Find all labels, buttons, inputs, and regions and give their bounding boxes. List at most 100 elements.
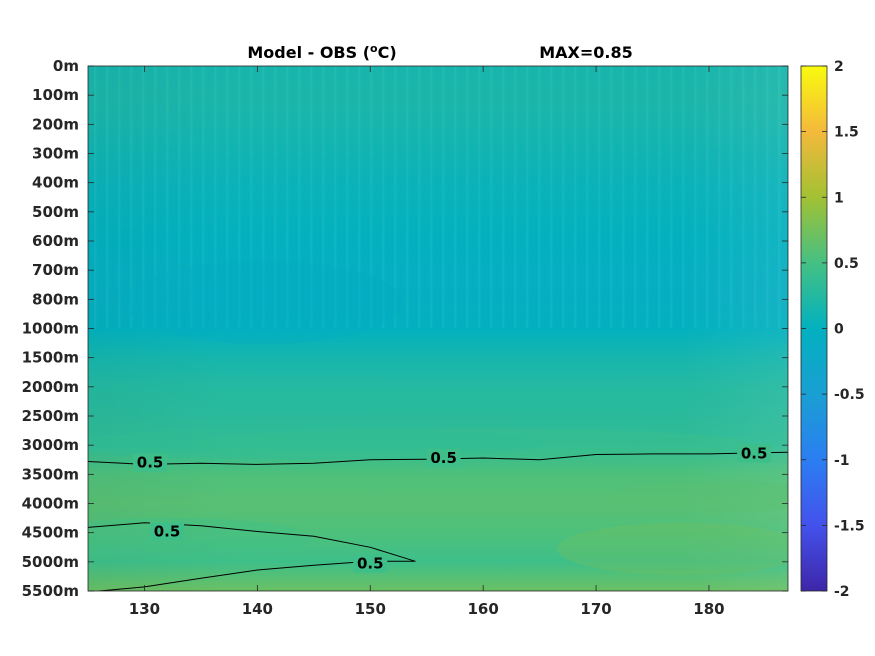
striation (202, 66, 205, 329)
heatmap-patch (123, 260, 403, 345)
x-tick-label: 160 (468, 600, 499, 618)
striation (616, 66, 619, 329)
striation (358, 66, 361, 329)
contour-labels: 0.5 0.5 0.5 0.5 0.5 (133, 444, 772, 573)
max-annotation: MAX=0.85 (539, 43, 633, 62)
y-tick-label: 4000m (22, 495, 79, 513)
striation (166, 66, 169, 329)
striation (778, 66, 781, 329)
striation (400, 66, 403, 329)
heatmap-patch (193, 428, 753, 460)
heatmap-patch (613, 480, 788, 513)
striation (190, 66, 193, 329)
y-tick-label: 1500m (22, 349, 79, 367)
striation (370, 66, 373, 329)
striation (544, 66, 547, 329)
striation (628, 66, 631, 329)
colorbar-tick-label: -0.5 (834, 387, 865, 403)
contour-label: 0.5 (133, 453, 168, 472)
y-tick-label: 3500m (22, 465, 79, 483)
striation (250, 66, 253, 329)
colorbar-tick-label: 1.5 (834, 125, 859, 141)
striation (748, 66, 751, 329)
striation (574, 66, 577, 329)
colorbar-tick-label: -2 (834, 584, 850, 600)
striation (130, 66, 133, 329)
heatmap-shading (88, 66, 788, 591)
striation (472, 66, 475, 329)
striation (556, 66, 559, 329)
contour-label: 0.5 (426, 449, 461, 467)
striation (496, 66, 499, 329)
striation (484, 66, 487, 329)
striation (352, 66, 355, 329)
striation (526, 66, 529, 329)
striation (658, 66, 661, 329)
striation (340, 66, 343, 329)
striation (88, 66, 91, 329)
y-tick-label: 5000m (22, 553, 79, 571)
svg-text:0.5: 0.5 (154, 523, 181, 541)
striation (598, 66, 601, 329)
striation (160, 66, 163, 329)
striation (382, 66, 385, 329)
y-axis: 0m 100m 200m 300m 400m 500m 600m 700m 800m 1000m 1… (22, 57, 788, 600)
striation (646, 66, 649, 329)
striation (784, 66, 787, 329)
striation (718, 66, 721, 329)
striation (334, 66, 337, 329)
striation (592, 66, 595, 329)
heatmap-patch (88, 517, 312, 560)
heatmap-area: 0.5 0.5 0.5 0.5 0.5 (88, 66, 788, 591)
striation (112, 66, 115, 329)
striation (238, 66, 241, 329)
striation (568, 66, 571, 329)
striation (310, 66, 313, 329)
striation (280, 66, 283, 329)
striation (766, 66, 769, 329)
striation (676, 66, 679, 329)
striation (118, 66, 121, 329)
colorbar-tick-label: -1 (834, 453, 850, 469)
colorbar-tick-label: 0 (834, 322, 844, 338)
striation (604, 66, 607, 329)
striation (706, 66, 709, 329)
striation (322, 66, 325, 329)
striation (448, 66, 451, 329)
y-tick-label: 3000m (22, 436, 79, 454)
striation (538, 66, 541, 329)
striation (430, 66, 433, 329)
striation (268, 66, 271, 329)
striation (442, 66, 445, 329)
colorbar-tick-label: 0.5 (834, 256, 859, 272)
striation (208, 66, 211, 329)
y-tick-label: 2000m (22, 378, 79, 396)
x-tick-label: 170 (580, 600, 611, 618)
striation (700, 66, 703, 329)
heatmap-patch (557, 522, 788, 576)
striation (520, 66, 523, 329)
striation (148, 66, 151, 329)
striation (364, 66, 367, 329)
heatmap-patch (88, 428, 543, 460)
striation (730, 66, 733, 329)
striation (640, 66, 643, 329)
colorbar-tick-label: 2 (834, 59, 844, 75)
striation (652, 66, 655, 329)
y-tick-label: 0m (53, 57, 79, 75)
striation (226, 66, 229, 329)
striation (328, 66, 331, 329)
striation (298, 66, 301, 329)
striation (136, 66, 139, 329)
striation (502, 66, 505, 329)
striation (754, 66, 757, 329)
striation (292, 66, 295, 329)
striation (406, 66, 409, 329)
x-axis: 130 140 150 160 170 180 (129, 66, 725, 618)
svg-text:0.5: 0.5 (137, 454, 164, 472)
striation (550, 66, 553, 329)
striation (670, 66, 673, 329)
striation (664, 66, 667, 329)
y-tick-label: 500m (32, 203, 79, 221)
striation (220, 66, 223, 329)
